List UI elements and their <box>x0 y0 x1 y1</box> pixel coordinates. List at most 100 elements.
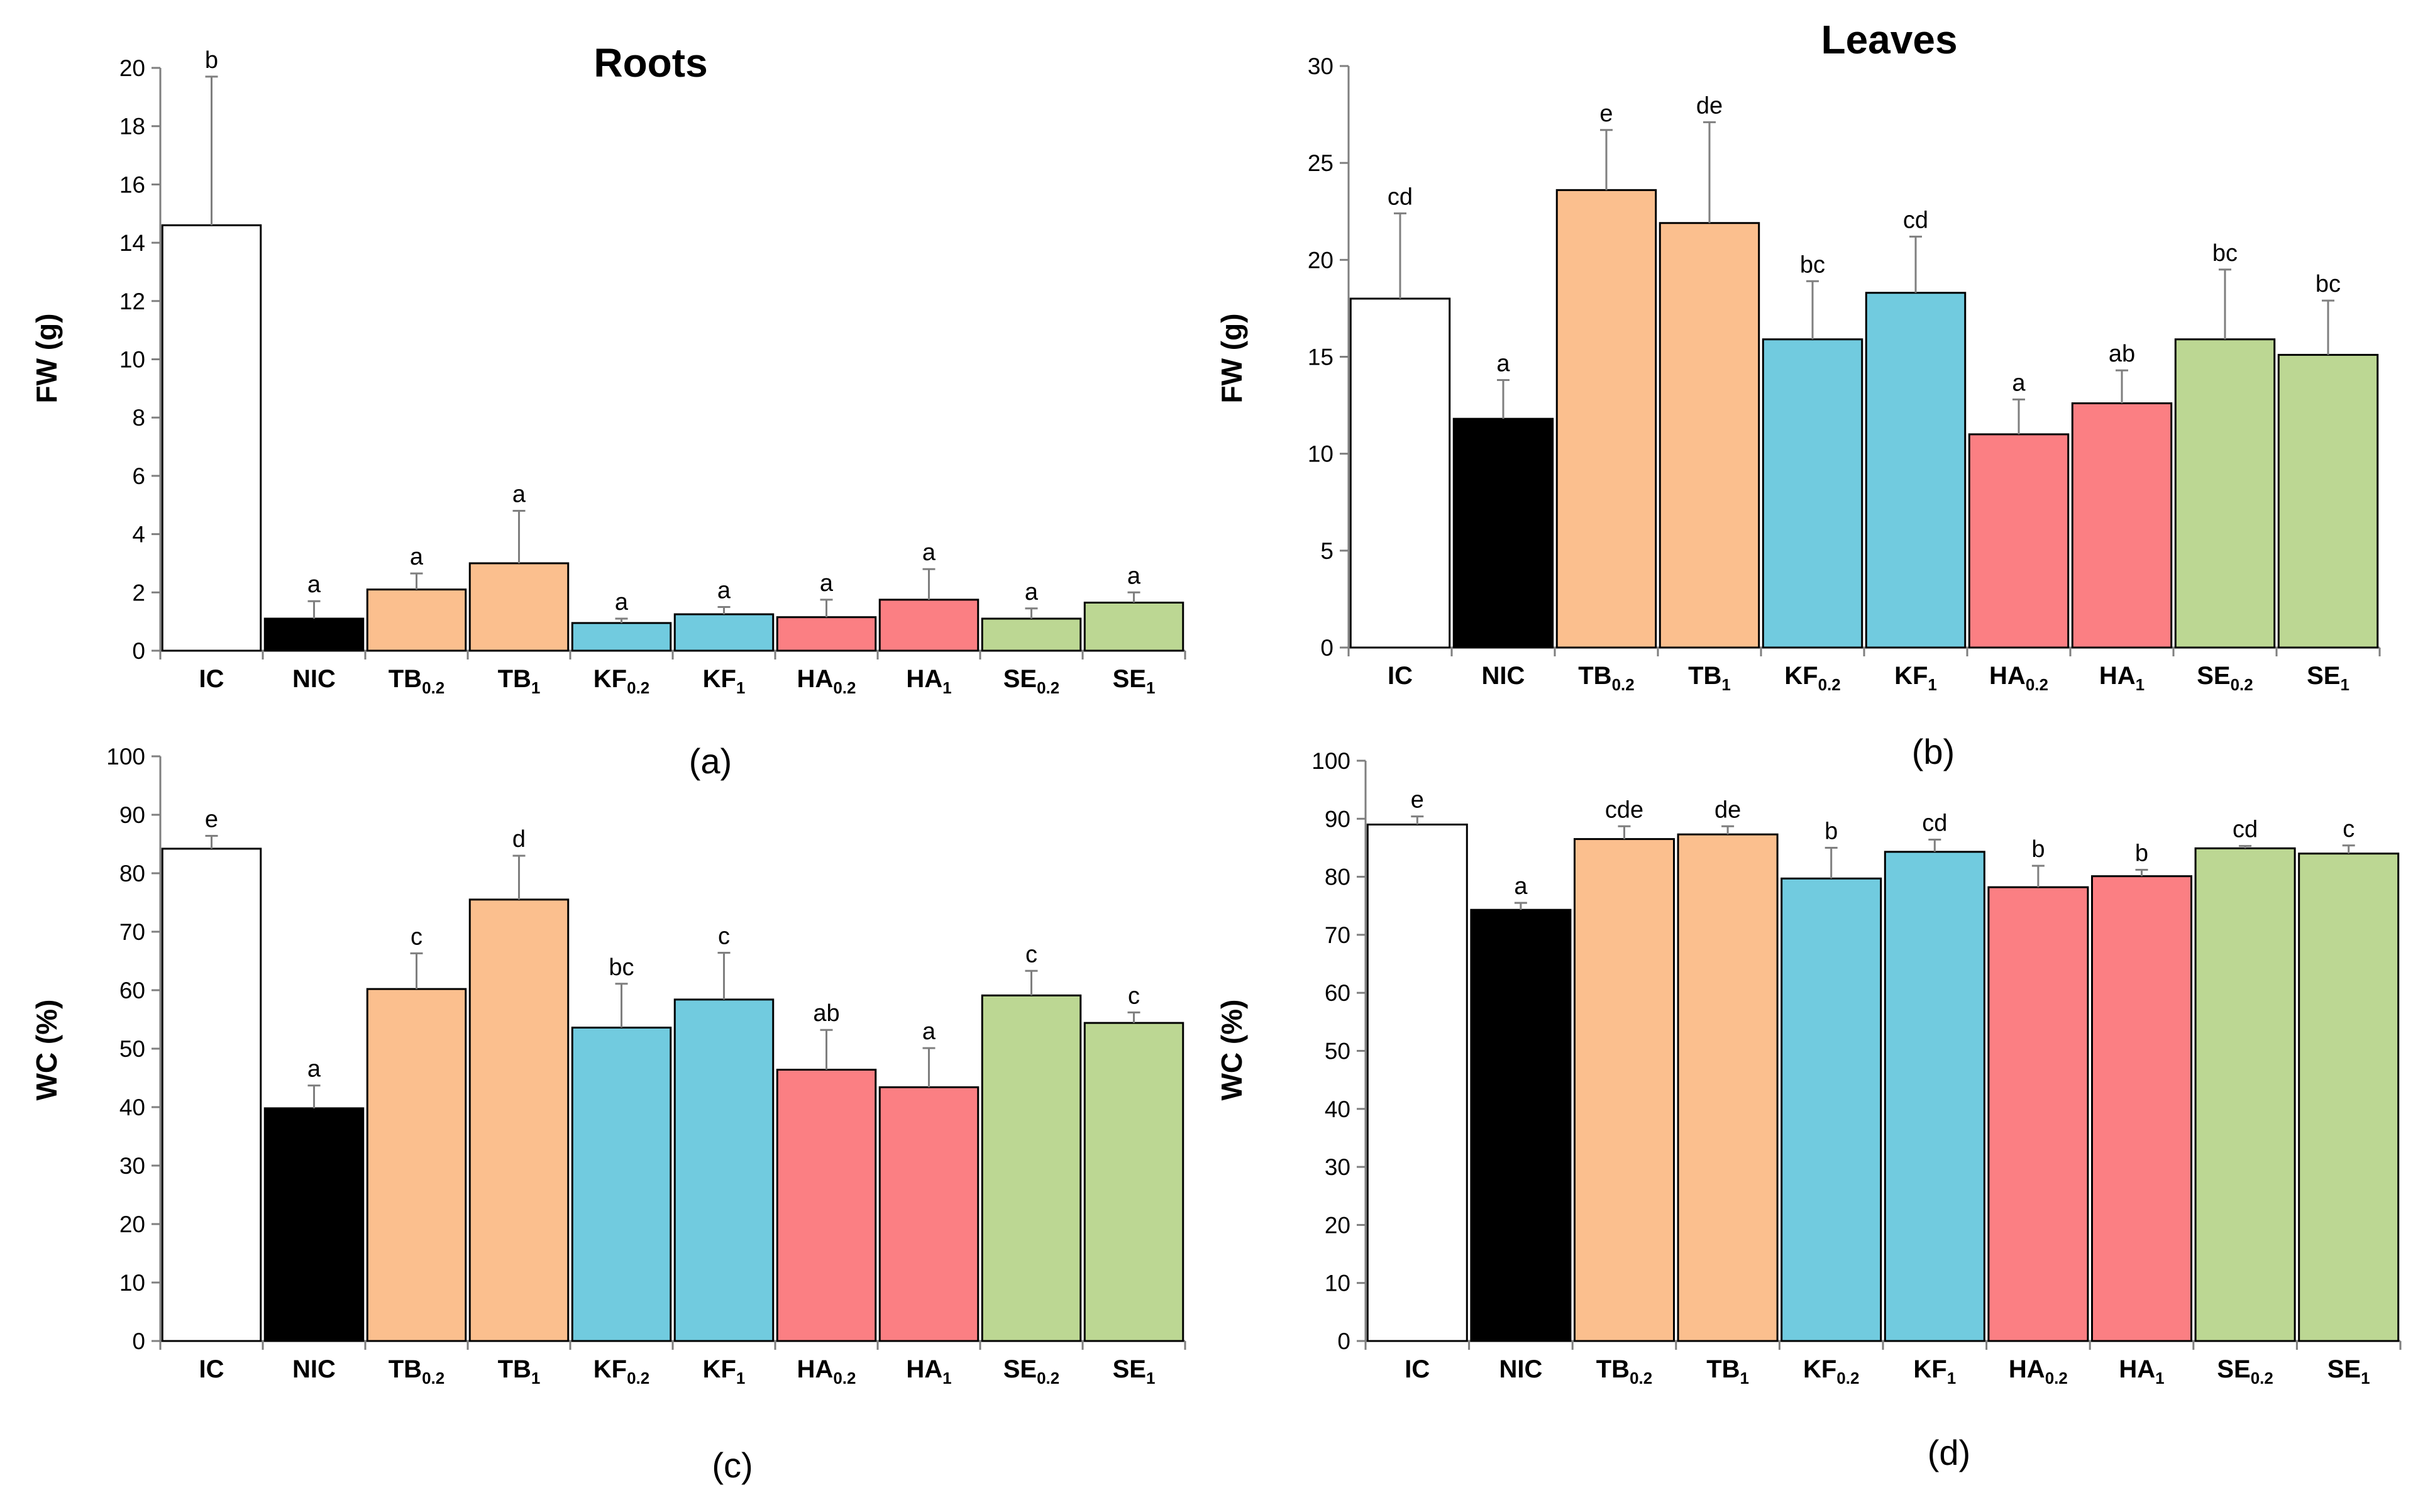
significance-letter: c <box>1025 941 1037 968</box>
x-category-label: NIC <box>1499 1355 1542 1383</box>
x-category-main: SE <box>1003 665 1037 693</box>
significance-letter: bc <box>609 954 634 981</box>
significance-letter: b <box>2031 836 2045 863</box>
significance-letter: e <box>205 806 218 832</box>
x-category-label: TB1 <box>498 665 541 697</box>
significance-letter: cd <box>1922 810 1947 837</box>
y-tick-label: 12 <box>119 289 145 314</box>
x-category-subscript: 0.2 <box>1037 1369 1059 1388</box>
y-tick-label: 16 <box>119 172 145 197</box>
significance-letter: e <box>1599 101 1613 127</box>
significance-letter: a <box>2012 370 2026 396</box>
significance-letter: a <box>1127 563 1141 589</box>
x-category-subscript: 1 <box>2361 1369 2370 1388</box>
x-category-main: IC <box>199 665 224 693</box>
x-category-main: SE <box>1113 665 1146 693</box>
x-category-label: NIC <box>1482 662 1525 690</box>
significance-letter: a <box>410 544 424 570</box>
x-category-subscript: 1 <box>1947 1369 1956 1388</box>
x-category-main: IC <box>199 1355 224 1383</box>
y-tick-label: 0 <box>1337 1328 1350 1354</box>
x-category-main: SE <box>2217 1355 2250 1383</box>
x-category-main: SE <box>2327 1355 2361 1383</box>
x-category-subscript: 1 <box>1721 675 1730 694</box>
x-category-label: KF1 <box>1894 662 1937 694</box>
significance-letter: c <box>411 924 422 950</box>
significance-letter: a <box>1496 351 1510 377</box>
y-tick-label: 2 <box>132 580 145 605</box>
significance-letter: c <box>718 923 730 949</box>
x-category-label: HA0.2 <box>797 1355 856 1388</box>
x-category-main: HA <box>906 1355 942 1383</box>
x-category-label: SE0.2 <box>1003 665 1060 697</box>
significance-letter: a <box>615 589 629 615</box>
y-axis-label: WC (%) <box>30 1000 63 1101</box>
x-category-main: KF <box>1803 1355 1836 1383</box>
y-axis-label: FW (g) <box>30 313 63 403</box>
significance-letter: b <box>2135 841 2148 867</box>
x-category-subscript: 1 <box>1146 1369 1155 1388</box>
y-tick-label: 8 <box>132 405 145 431</box>
x-category-label: SE0.2 <box>2217 1355 2273 1388</box>
x-category-subscript: 1 <box>2155 1369 2164 1388</box>
y-tick-label: 5 <box>1320 538 1333 564</box>
x-category-label: KF0.2 <box>1784 662 1840 694</box>
y-tick-label: 80 <box>119 861 145 886</box>
y-tick-label: 10 <box>119 1270 145 1296</box>
y-tick-label: 90 <box>119 802 145 828</box>
x-category-subscript: 0.2 <box>1836 1369 1859 1388</box>
x-category-label: KF1 <box>703 665 746 697</box>
bar-KF-1 <box>673 613 775 652</box>
x-category-subscript: 1 <box>2340 675 2349 694</box>
y-tick-label: 100 <box>1311 748 1350 774</box>
significance-letter: de <box>1714 797 1741 823</box>
x-category-main: TB <box>1688 662 1721 690</box>
x-category-main: IC <box>1388 662 1413 690</box>
x-category-subscript: 0.2 <box>1630 1369 1652 1388</box>
significance-letter: b <box>1825 818 1838 844</box>
x-category-label: TB0.2 <box>1596 1355 1652 1388</box>
x-category-subscript: 1 <box>942 1369 951 1388</box>
x-category-subscript: 0.2 <box>1037 678 1059 697</box>
bar-IC <box>161 224 262 652</box>
bar-NIC <box>1470 908 1572 1342</box>
significance-letter: cd <box>1388 184 1413 210</box>
x-category-main: HA <box>797 665 834 693</box>
x-category-main: TB <box>389 1355 422 1383</box>
x-category-label: IC <box>1388 662 1413 690</box>
significance-letter: c <box>1128 983 1140 1009</box>
y-tick-label: 18 <box>119 114 145 140</box>
x-category-label: TB0.2 <box>1578 662 1634 694</box>
y-axis-label: WC (%) <box>1215 1000 1248 1101</box>
significance-letter: b <box>205 47 218 74</box>
bar-TB-0.2 <box>1555 189 1657 649</box>
bar-HA-1 <box>2071 402 2173 649</box>
x-category-main: TB <box>1578 662 1611 690</box>
x-category-subscript: 0.2 <box>2045 1369 2068 1388</box>
significance-letter: ab <box>813 1000 839 1027</box>
y-axis-label: FW (g) <box>1215 313 1248 403</box>
x-category-main: HA <box>1989 662 2026 690</box>
x-category-main: HA <box>2119 1355 2155 1383</box>
bar-IC <box>1349 297 1451 649</box>
significance-letter: a <box>1514 873 1528 900</box>
x-category-subscript: 0.2 <box>1818 675 1841 694</box>
y-tick-label: 0 <box>132 1328 145 1354</box>
y-tick-label: 20 <box>119 1211 145 1237</box>
chart-panel-4: 0102030405060708090100eICaNICcdeTB0.2deT… <box>1215 748 2402 1472</box>
x-category-label: SE0.2 <box>1003 1355 1060 1388</box>
y-tick-label: 70 <box>1325 922 1350 948</box>
bar-HA-1 <box>2090 875 2193 1342</box>
x-category-main: NIC <box>292 665 336 693</box>
x-category-subscript: 0.2 <box>627 678 649 697</box>
y-tick-label: 10 <box>1308 441 1333 467</box>
x-category-main: TB <box>498 1355 531 1383</box>
y-tick-label: 30 <box>1308 53 1333 79</box>
x-category-subscript: 0.2 <box>422 1369 444 1388</box>
y-tick-label: 20 <box>119 55 145 81</box>
y-tick-label: 0 <box>132 638 145 664</box>
bar-TB-1 <box>468 562 570 652</box>
x-category-label: KF0.2 <box>593 665 649 697</box>
x-category-label: IC <box>1405 1355 1430 1383</box>
